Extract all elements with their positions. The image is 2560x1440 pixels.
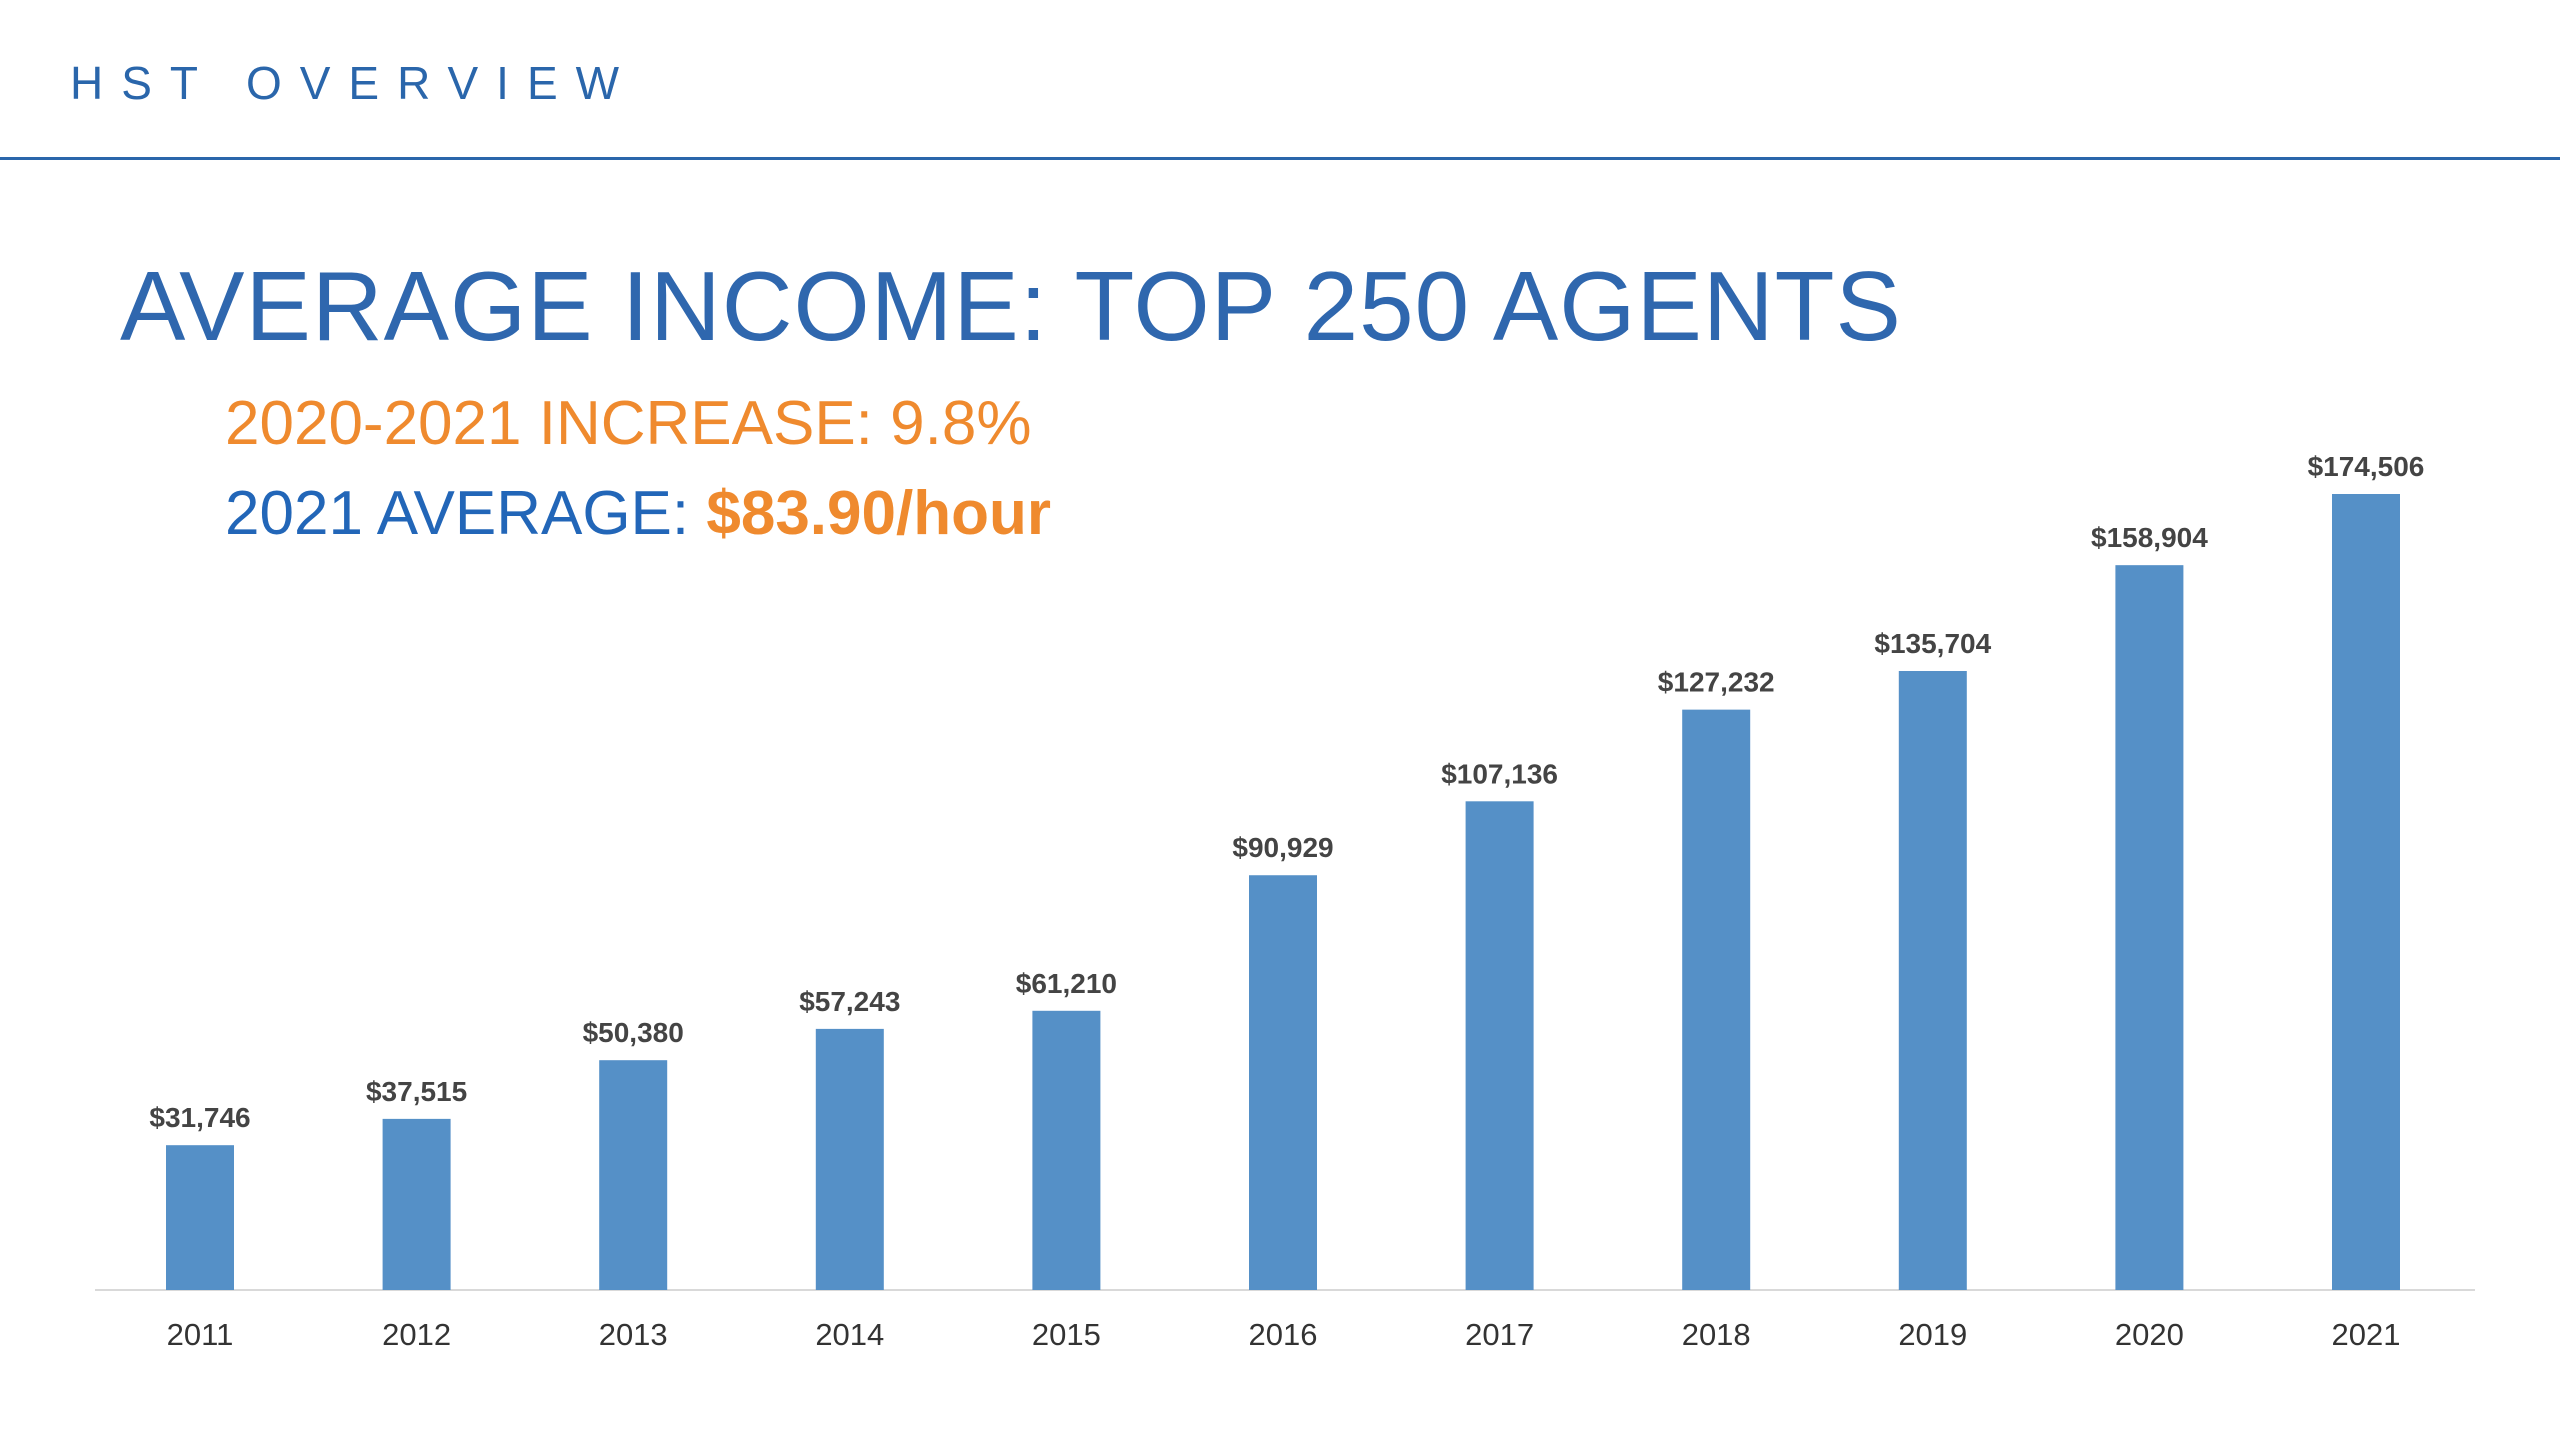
bar-2015 [1032, 1010, 1101, 1290]
bar-2016 [1249, 875, 1317, 1290]
x-tick-label: 2021 [2332, 1317, 2401, 1352]
bar-2018 [1682, 709, 1751, 1290]
x-tick-label: 2019 [1898, 1317, 1967, 1352]
bar-value-label: $57,243 [799, 986, 900, 1017]
bar-value-label: $107,136 [1441, 758, 1558, 789]
x-tick-label: 2014 [815, 1317, 884, 1352]
increase-subtitle: 2020-2021 INCREASE: 9.8% [225, 389, 1032, 458]
bar-2017 [1465, 801, 1534, 1290]
bar-value-label: $50,380 [583, 1017, 684, 1048]
bar-2021 [2332, 494, 2400, 1290]
x-tick-label: 2015 [1032, 1317, 1101, 1352]
bar-2019 [1898, 670, 1967, 1290]
bar-value-label: $37,515 [366, 1076, 467, 1107]
bar-2013 [599, 1060, 668, 1290]
average-label: 2021 AVERAGE: [225, 479, 707, 548]
bar-value-label: $61,210 [1016, 968, 1117, 999]
bar-value-label: $90,929 [1232, 832, 1333, 863]
bar-2012 [382, 1118, 451, 1290]
average-rate: $83.90/hour [706, 479, 1051, 548]
bar-value-label: $135,704 [1874, 628, 1991, 659]
bars-group: $31,746 2011 $37,515 2012 $50,380 2013 $57,243… [149, 451, 2424, 1352]
header-bar: HST OVERVIEW [0, 0, 2560, 160]
bar-2014 [815, 1028, 884, 1290]
bar-2011 [166, 1145, 234, 1290]
header-title: HST OVERVIEW [70, 57, 638, 109]
x-tick-label: 2020 [2115, 1317, 2184, 1352]
bar-value-label: $158,904 [2091, 522, 2208, 553]
bar-value-label: $174,506 [2308, 451, 2425, 482]
x-tick-label: 2012 [382, 1317, 451, 1352]
x-tick-label: 2013 [599, 1317, 668, 1352]
bar-value-label: $127,232 [1658, 667, 1775, 698]
bar-value-label: $31,746 [149, 1102, 250, 1133]
x-tick-label: 2017 [1465, 1317, 1534, 1352]
x-tick-label: 2018 [1682, 1317, 1751, 1352]
x-tick-label: 2011 [167, 1317, 234, 1352]
average-subtitle: 2021 AVERAGE: $83.90/hour [225, 478, 1051, 549]
chart-title: AVERAGE INCOME: TOP 250 AGENTS [120, 251, 1902, 361]
bar-2020 [2115, 565, 2184, 1290]
x-tick-label: 2016 [1249, 1317, 1318, 1352]
